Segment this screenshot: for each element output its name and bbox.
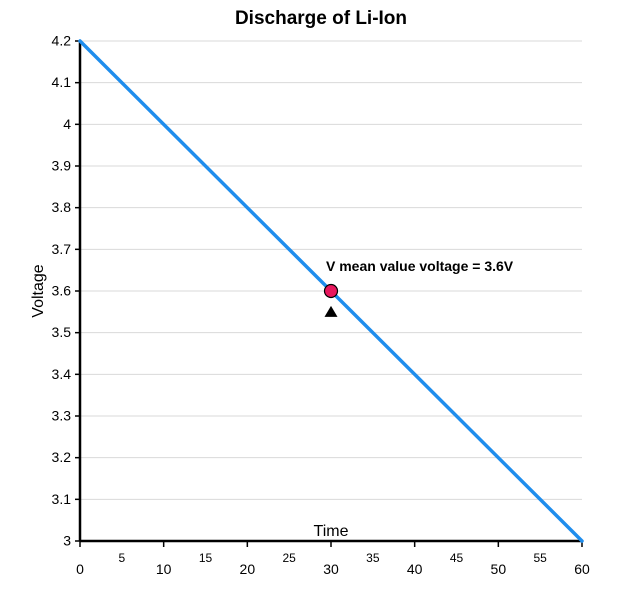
y-tick-label: 3.9 [52, 158, 72, 174]
y-tick-label: 4.1 [52, 74, 72, 90]
axes [75, 40, 583, 547]
x-minor-tick-label: 15 [199, 551, 213, 565]
x-minor-tick-label: 5 [118, 551, 125, 565]
x-tick-label: 20 [240, 561, 256, 577]
x-axis-label: Time [314, 523, 349, 540]
x-minor-tick-label: 45 [450, 551, 464, 565]
y-tick-label: 3.8 [52, 199, 72, 215]
x-minor-tick-label: 25 [282, 551, 296, 565]
series-layer [78, 39, 584, 543]
y-tick-label: 3.2 [52, 449, 72, 465]
chart-title: Discharge of Li-Ion [235, 8, 407, 29]
x-tick-label: 40 [407, 561, 423, 577]
x-tick-label: 60 [574, 561, 590, 577]
annotation-label: V mean value voltage = 3.6V [326, 258, 514, 274]
y-tick-label: 4 [63, 116, 71, 132]
y-tick-label: 3.4 [52, 366, 72, 382]
x-tick-label: 30 [323, 561, 339, 577]
y-tick-label: 3.6 [52, 283, 72, 299]
x-tick-label: 10 [156, 561, 172, 577]
x-tick-label: 0 [76, 561, 84, 577]
tick-labels: 3 3.1 3.2 3.3 3.4 3.5 3.6 3.7 3.8 3.9 4 4.1 4.2 0 10 20… [52, 33, 590, 578]
mean-voltage-point [323, 283, 339, 299]
y-tick-label: 3.5 [52, 324, 72, 340]
x-tick-label: 50 [491, 561, 507, 577]
triangle-marker [324, 305, 338, 317]
x-minor-tick-label: 55 [533, 551, 547, 565]
y-tick-label: 4.2 [52, 33, 72, 49]
y-tick-label: 3.1 [52, 491, 72, 507]
y-axis-label: Voltage [30, 264, 47, 317]
y-tick-label: 3.7 [52, 241, 72, 257]
x-minor-tick-label: 35 [366, 551, 380, 565]
y-tick-label: 3 [63, 533, 71, 549]
y-tick-label: 3.3 [52, 408, 72, 424]
